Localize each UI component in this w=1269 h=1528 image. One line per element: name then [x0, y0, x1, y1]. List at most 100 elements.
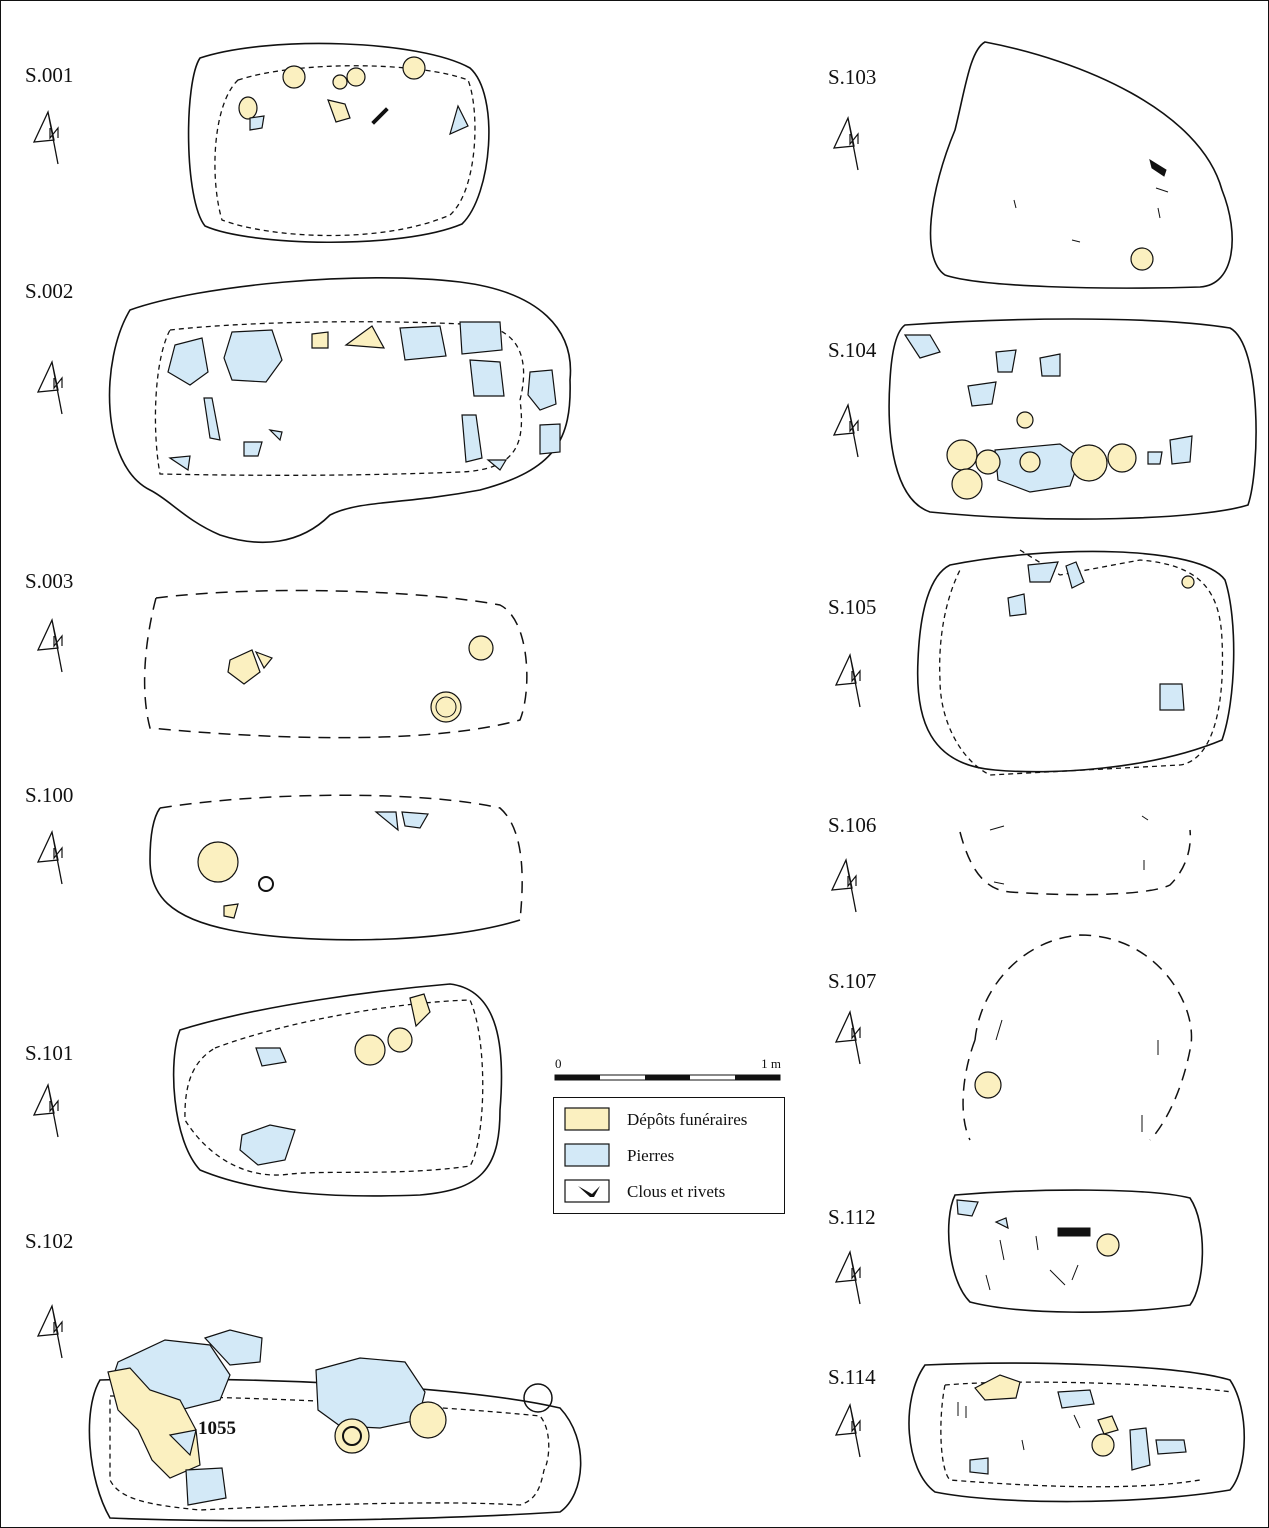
label: S.112	[828, 1205, 876, 1229]
north-arrow	[37, 361, 63, 415]
box	[564, 1143, 610, 1167]
label: 1 m	[761, 1056, 781, 1071]
outline	[461, 414, 483, 463]
outline	[1013, 158, 1169, 243]
outline	[223, 903, 239, 919]
north-arrow	[835, 1251, 861, 1305]
outline	[401, 811, 429, 829]
deposit	[342, 1426, 362, 1446]
feature-s100	[149, 794, 523, 941]
outline	[1169, 435, 1193, 465]
deposit	[332, 74, 348, 90]
outline	[459, 321, 503, 355]
deposit	[409, 1401, 447, 1439]
outline	[327, 99, 351, 123]
deposit	[435, 696, 457, 718]
north-arrow	[833, 404, 859, 458]
box	[735, 1075, 780, 1080]
outline	[168, 455, 191, 472]
deposit	[238, 96, 258, 120]
box	[645, 1075, 690, 1080]
outline	[527, 369, 557, 411]
deposit	[1016, 411, 1034, 429]
label: S.107	[828, 969, 876, 993]
outline	[254, 650, 273, 670]
legend: Dépôts funéraires Pierres Clous et rivet…	[553, 1097, 785, 1214]
outline	[449, 104, 469, 136]
outline	[962, 1039, 976, 1141]
outline	[223, 329, 283, 383]
feature-s002	[108, 277, 572, 544]
outline	[959, 829, 1192, 896]
outline	[214, 65, 476, 237]
north-arrow	[37, 831, 63, 885]
outline	[967, 381, 997, 407]
label: S.105	[828, 595, 876, 619]
feature-s003	[143, 589, 528, 739]
north-arrow	[835, 1011, 861, 1065]
outline	[409, 993, 431, 1028]
outline	[1159, 683, 1185, 711]
outline	[969, 1457, 989, 1475]
outline	[374, 811, 399, 832]
label: S.104	[828, 338, 877, 362]
outline	[578, 1186, 600, 1197]
north-arrow	[833, 117, 859, 171]
deposit	[523, 1383, 553, 1413]
outline	[243, 441, 263, 457]
outline	[249, 115, 265, 131]
deposit	[1130, 247, 1154, 271]
outline	[187, 42, 490, 244]
outline	[469, 359, 505, 397]
outline	[239, 1124, 296, 1166]
outline	[1007, 593, 1027, 617]
outline	[1065, 561, 1085, 589]
outline	[929, 41, 1233, 289]
outline	[1057, 1389, 1095, 1409]
outline	[159, 794, 523, 921]
deposit	[1181, 575, 1195, 589]
feature-s114	[908, 1362, 1246, 1503]
box	[564, 1179, 610, 1203]
deposit	[974, 1071, 1002, 1099]
outline	[203, 397, 221, 441]
outline	[916, 550, 1235, 773]
label: Dépôts funéraires	[627, 1110, 747, 1129]
outline	[947, 1189, 1204, 1313]
label: Clous et rivets	[627, 1182, 725, 1201]
deposit	[346, 67, 366, 87]
deposit	[1096, 1233, 1120, 1257]
label: S.103	[828, 65, 876, 89]
deposit	[430, 691, 462, 723]
outline	[995, 349, 1017, 373]
deposit	[975, 449, 1001, 475]
deposit	[946, 439, 978, 471]
outline	[172, 983, 503, 1197]
north-arrow	[33, 1084, 59, 1138]
feature-s102: 1055	[88, 1329, 582, 1522]
label: 1055	[198, 1418, 236, 1439]
outline	[888, 318, 1257, 520]
feature-s107	[962, 934, 1193, 1141]
label: S.001	[25, 63, 73, 87]
outline	[371, 107, 389, 125]
scale-bar: 0 1 m	[554, 1056, 781, 1081]
feature-s001	[187, 42, 490, 244]
box	[564, 1107, 610, 1131]
outline	[903, 334, 941, 359]
label: S.003	[25, 569, 73, 593]
deposit	[402, 56, 426, 80]
label: S.101	[25, 1041, 73, 1065]
feature-s112	[947, 1189, 1204, 1313]
outline	[168, 1429, 197, 1457]
outline	[486, 459, 508, 471]
deposit	[282, 65, 306, 89]
outline	[311, 331, 329, 349]
deposit	[951, 468, 983, 500]
outline	[167, 337, 209, 386]
outline	[315, 1357, 426, 1429]
outline	[908, 1362, 1246, 1503]
outline	[107, 1367, 201, 1479]
outline	[1027, 561, 1059, 583]
